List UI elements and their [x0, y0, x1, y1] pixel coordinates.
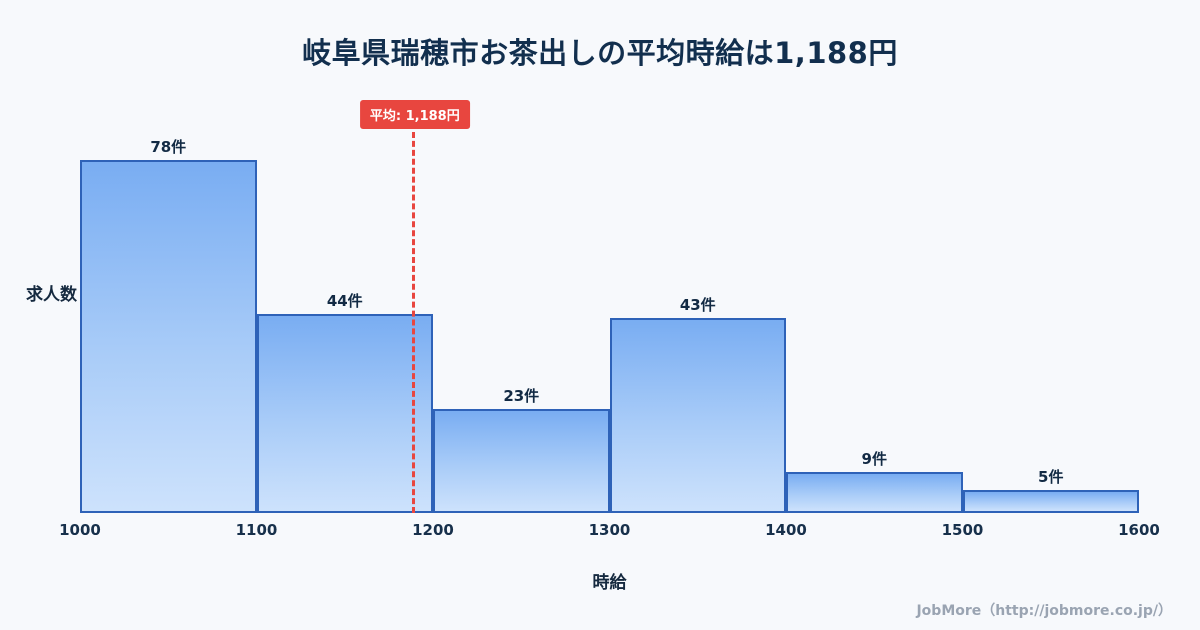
- y-axis-label: 求人数: [26, 285, 77, 305]
- x-tick-label: 1500: [941, 521, 984, 539]
- mean-line: 平均: 1,188円: [359, 100, 470, 513]
- chart-title: 岐阜県瑞穂市お茶出しの平均時給は1,188円: [302, 36, 898, 70]
- x-tick-label: 1400: [765, 521, 807, 539]
- x-tick-label: 1300: [588, 521, 631, 539]
- bar-value-label: 78件: [150, 138, 187, 156]
- x-axis-ticks: 1000 1100 1200 1300 1400 1500 1600: [59, 521, 1160, 543]
- mean-badge: 平均: 1,188円: [359, 100, 470, 129]
- histogram-bar: 44件: [256, 292, 433, 513]
- x-axis-label: 時給: [592, 573, 627, 593]
- bar-value-label: 44件: [326, 291, 363, 310]
- x-tick-label: 1000: [59, 521, 101, 539]
- bar-value-label: 43件: [679, 296, 716, 315]
- credit: JobMore（http://jobmore.co.jp/）: [916, 603, 1172, 619]
- histogram-plot-area: 平均: 1,188円 78件 44件 23件 43件 9件 5件: [80, 100, 1139, 513]
- x-tick-label: 1200: [412, 521, 454, 539]
- histogram-bar: 78件: [80, 138, 257, 513]
- histogram-bar: 9件: [786, 450, 963, 513]
- x-tick-label: 1100: [235, 521, 278, 539]
- bar-value-label: 23件: [503, 386, 540, 405]
- histogram-bar: 23件: [433, 387, 610, 513]
- bar-value-label: 5件: [1038, 468, 1064, 487]
- x-tick-label: 1600: [1118, 521, 1160, 539]
- bar-value-label: 9件: [861, 450, 887, 469]
- histogram-bar: 43件: [609, 296, 786, 513]
- histogram-bar: 5件: [962, 468, 1139, 513]
